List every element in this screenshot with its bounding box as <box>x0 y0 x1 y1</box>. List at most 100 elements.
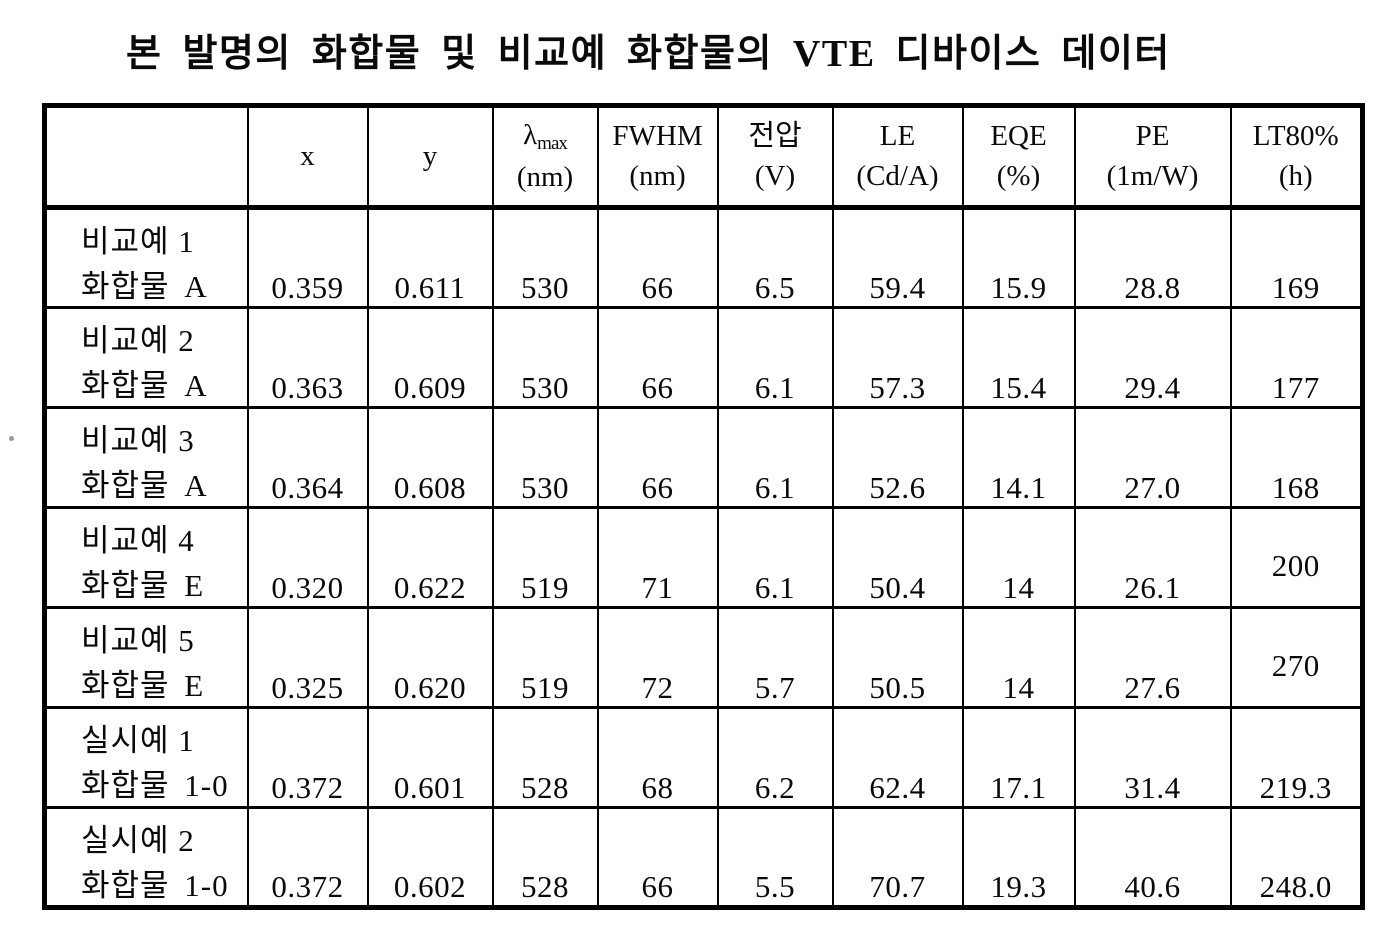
value-cell: 530 <box>491 206 599 309</box>
value-cell: 26.1 <box>1073 506 1232 609</box>
value-cell: 66 <box>596 406 719 509</box>
column-header: LE (Cd/A) <box>831 104 964 210</box>
example-label: 실시예 1 <box>81 723 195 758</box>
value-cell: 6.5 <box>716 206 834 309</box>
value-cell: 57.3 <box>831 306 964 409</box>
value-cell: 0.608 <box>366 406 494 509</box>
value-cell: 168 <box>1229 406 1364 509</box>
value-cell: 27.6 <box>1073 606 1232 709</box>
value-cell: 530 <box>491 406 599 509</box>
column-header-line2: (h) <box>1278 159 1313 192</box>
row-label-cell: 실시예 1 화합물 1-0 <box>43 706 249 809</box>
table-row: 실시예 2 화합물 1-0 0.372 0.602 528 66 5.5 70.7 19.3 40… <box>43 806 1364 909</box>
row-label-cell: 비교예 5 화합물 E <box>43 606 249 709</box>
value-cell: 15.9 <box>961 206 1076 309</box>
value-cell: 50.5 <box>831 606 964 709</box>
value-cell: 169 <box>1229 206 1364 309</box>
column-header-line1: FWHM <box>612 120 703 153</box>
value-cell: 0.363 <box>246 306 369 409</box>
value-cell: 15.4 <box>961 306 1076 409</box>
compound-label: 화합물 A <box>81 269 208 304</box>
table-row: 실시예 1 화합물 1-0 0.372 0.601 528 68 6.2 62.4 17.1 31… <box>43 706 1364 809</box>
example-label: 비교예 3 <box>81 423 195 458</box>
value-cell: 0.602 <box>366 806 494 909</box>
value-cell: 0.611 <box>366 206 494 309</box>
compound-label: 화합물 1-0 <box>81 868 229 903</box>
value-cell: 70.7 <box>831 806 964 909</box>
table-row: 비교예 2 화합물 A 0.363 0.609 530 66 6.1 57.3 15.4 29.4… <box>43 306 1364 409</box>
row-label-cell: 비교예 1 화합물 A <box>43 206 249 309</box>
table-title: 본 발명의 화합물 및 비교예 화합물의 VTE 디바이스 데이터 <box>126 33 1171 75</box>
value-cell: 0.325 <box>246 606 369 709</box>
value-cell: 0.364 <box>246 406 369 509</box>
column-header-line1: x <box>300 139 315 172</box>
compound-label: 화합물 E <box>81 568 205 603</box>
value-cell: 31.4 <box>1073 706 1232 809</box>
value-cell: 5.7 <box>716 606 834 709</box>
column-header-line1: LE <box>879 120 916 153</box>
example-label: 비교예 5 <box>81 623 195 658</box>
value-cell: 177 <box>1229 306 1364 409</box>
example-label: 비교예 4 <box>81 523 195 558</box>
column-header-line1: LT80% <box>1252 120 1339 153</box>
value-cell: 27.0 <box>1073 406 1232 509</box>
value-cell: 248.0 <box>1229 806 1364 909</box>
column-header-line1: PE <box>1135 120 1170 153</box>
example-label: 비교예 2 <box>81 323 195 358</box>
value-cell: 0.622 <box>366 506 494 609</box>
value-cell: 29.4 <box>1073 306 1232 409</box>
compound-label: 화합물 A <box>81 368 208 403</box>
value-cell: 19.3 <box>961 806 1076 909</box>
example-label: 실시예 2 <box>81 823 195 858</box>
value-cell: 219.3 <box>1229 706 1364 809</box>
column-header: y <box>366 104 494 210</box>
value-cell: 530 <box>491 306 599 409</box>
column-header: EQE (%) <box>961 104 1076 210</box>
value-cell: 6.1 <box>716 406 834 509</box>
value-cell: 528 <box>491 706 599 809</box>
column-header: 전압 (V) <box>716 104 834 210</box>
value-cell: 0.609 <box>366 306 494 409</box>
compound-label: 화합물 A <box>81 468 208 503</box>
table-row: 비교예 1 화합물 A 0.359 0.611 530 66 6.5 59.4 15.9 28.8… <box>43 206 1364 309</box>
value-cell: 59.4 <box>831 206 964 309</box>
value-cell: 14 <box>961 506 1076 609</box>
value-cell: 0.372 <box>246 806 369 909</box>
column-header-line2: (%) <box>996 159 1041 192</box>
column-header-line2: (nm) <box>516 160 574 193</box>
column-header-line1: EQE <box>990 120 1047 153</box>
value-cell: 17.1 <box>961 706 1076 809</box>
value-cell: 71 <box>596 506 719 609</box>
column-header: LT80% (h) <box>1229 104 1364 210</box>
column-header: λmax (nm) <box>491 104 599 210</box>
value-cell: 0.601 <box>366 706 494 809</box>
value-cell: 14.1 <box>961 406 1076 509</box>
value-cell: 0.320 <box>246 506 369 609</box>
column-header-line2: (1m/W) <box>1106 159 1199 192</box>
compound-label: 화합물 1-0 <box>81 768 229 803</box>
column-header-line1: λmax <box>523 118 568 154</box>
value-cell: 50.4 <box>831 506 964 609</box>
column-header: PE (1m/W) <box>1073 104 1232 210</box>
row-label-cell: 비교예 2 화합물 A <box>43 306 249 409</box>
header-subscript: max <box>537 132 568 154</box>
value-cell: 270 <box>1229 606 1364 709</box>
value-cell: 6.1 <box>716 306 834 409</box>
value-cell: 28.8 <box>1073 206 1232 309</box>
value-cell: 72 <box>596 606 719 709</box>
table-row: 비교예 5 화합물 E 0.325 0.620 519 72 5.7 50.5 14 27.6 27… <box>43 606 1364 709</box>
column-header-line2: (V) <box>754 159 796 192</box>
column-header: x <box>246 104 369 210</box>
value-cell: 519 <box>491 606 599 709</box>
table-body: 비교예 1 화합물 A 0.359 0.611 530 66 6.5 59.4 15.9 28.8… <box>43 206 1364 909</box>
device-data-table: x y λmax (nm) FWHM (nm) 전압 (V) LE (Cd/A) EQE (%) PE (… <box>42 103 1365 910</box>
value-cell: 66 <box>596 806 719 909</box>
row-label-cell: 실시예 2 화합물 1-0 <box>43 806 249 909</box>
column-header-line2: (Cd/A) <box>856 159 939 192</box>
value-cell: 40.6 <box>1073 806 1232 909</box>
column-header-line2: (nm) <box>629 159 686 192</box>
value-cell: 66 <box>596 206 719 309</box>
value-cell: 200 <box>1229 506 1364 609</box>
column-header-line1: y <box>422 139 438 172</box>
